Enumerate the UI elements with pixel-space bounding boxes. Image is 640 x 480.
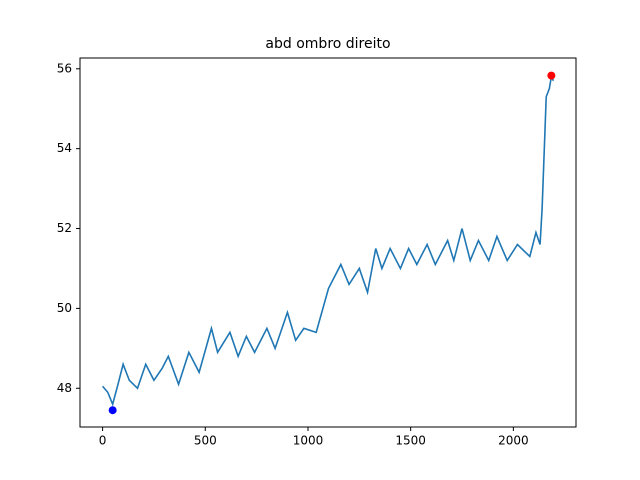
x-tick-label: 500 <box>194 434 217 448</box>
x-tick-label: 2000 <box>498 434 529 448</box>
x-tick-label: 0 <box>99 434 107 448</box>
chart-title: abd ombro direito <box>265 36 390 52</box>
y-tick-label: 50 <box>57 301 72 315</box>
axes-frame <box>79 57 577 428</box>
y-tick-label: 48 <box>57 381 72 395</box>
data-line <box>101 74 555 407</box>
y-tick-label: 52 <box>57 221 72 235</box>
x-tick-label: 1000 <box>293 434 324 448</box>
marker-point <box>547 71 556 80</box>
y-tick-label: 54 <box>57 141 72 155</box>
y-tick-label: 56 <box>57 61 72 75</box>
x-tick-label: 1500 <box>395 434 426 448</box>
marker-point <box>108 406 117 415</box>
